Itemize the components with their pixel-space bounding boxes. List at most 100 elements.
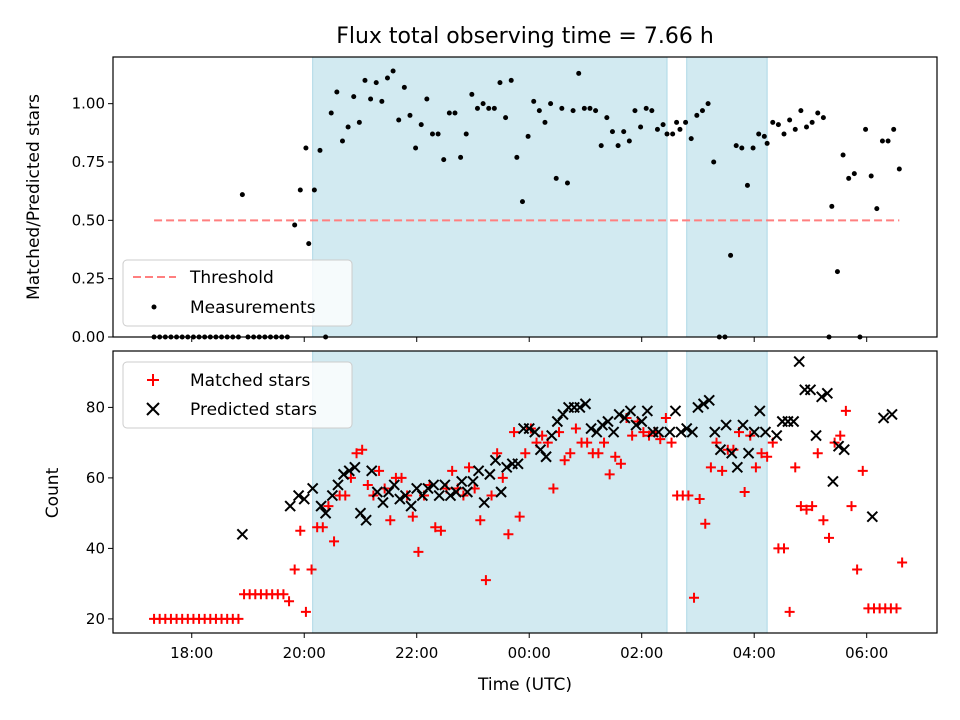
predicted-star-point (636, 415, 648, 428)
predicted-star-point (326, 489, 339, 502)
threshold-legend-label: Threshold (189, 268, 274, 288)
matched-star-point (509, 427, 520, 438)
measurement-point (874, 206, 880, 212)
measurement-point (891, 126, 897, 132)
matched-star-point (610, 451, 621, 462)
predicted-star-point (787, 415, 800, 428)
measurement-point (815, 110, 821, 116)
measurement-point (559, 105, 565, 111)
measurement-point (334, 89, 340, 95)
matched-star-point (385, 515, 396, 526)
bottom-observing-windows (312, 350, 768, 634)
measurements-legend-swatch (151, 304, 157, 310)
predicted-star-point (770, 429, 783, 442)
predicted-star-point (546, 429, 558, 442)
measurement-point (345, 124, 351, 130)
measurement-point (885, 138, 891, 144)
predicted-star-point (591, 426, 603, 438)
predicted-star-point (472, 465, 485, 477)
x-tick-label: 18:00 (170, 644, 213, 662)
matched-star-point (548, 483, 559, 494)
measurement-point (626, 138, 632, 144)
predicted-star-point (529, 426, 541, 438)
predicted-star-point (815, 391, 828, 403)
predicted-star-point (737, 419, 749, 431)
predicted-star-point (349, 461, 361, 474)
matched-star-point (846, 501, 857, 512)
predicted-star-point (489, 454, 502, 466)
predicted-star-point (759, 426, 772, 438)
matched-star-point (835, 430, 846, 441)
matched-star-point (475, 515, 486, 526)
matched-star-point (570, 423, 581, 434)
x-tick-label: 02:00 (620, 644, 663, 662)
measurement-point (699, 108, 705, 114)
predicted-legend-label: Predicted stars (190, 400, 317, 420)
predicted-star-point (793, 355, 805, 368)
measurement-point (570, 108, 576, 114)
measurement-point (705, 101, 711, 107)
measurement-point (474, 105, 480, 111)
matched-star-point (857, 465, 868, 476)
matched-star-point (514, 511, 525, 522)
predicted-star-point (886, 408, 898, 421)
x-axis-label: Time (UTC) (477, 675, 572, 695)
measurement-point (820, 115, 826, 121)
predicted-star-point (692, 401, 704, 414)
measurement-point (787, 117, 793, 123)
predicted-star-point (450, 486, 462, 498)
predicted-stars-points (236, 355, 898, 541)
bottom-legend-box (122, 361, 353, 429)
matched-star-point (396, 472, 407, 483)
matched-star-point (413, 546, 424, 557)
matched-star-point (762, 451, 773, 462)
measurement-point (514, 154, 520, 160)
top-legend: Threshold Measurements (122, 259, 353, 327)
matched-star-point (627, 430, 638, 441)
bottom-panel: 20 40 60 80 18:00 20:00 22:00 00:00 02:00 04:00 0… (43, 350, 938, 695)
chart-title: Flux total observing time = 7.66 h (336, 24, 714, 49)
matched-star-point (289, 564, 300, 575)
measurement-point (401, 84, 407, 90)
matched-star-point (582, 437, 593, 448)
predicted-star-point (284, 500, 296, 512)
y-tick-label: 40 (86, 539, 105, 557)
bottom-axes-frame (112, 350, 938, 634)
matched-star-point (897, 557, 908, 568)
predicted-star-point (725, 447, 738, 459)
measurement-point (744, 182, 750, 188)
matched-star-point (407, 511, 418, 522)
predicted-star-point (394, 493, 406, 505)
predicted-star-point (467, 475, 479, 488)
predicted-star-point (236, 528, 249, 541)
matched-star-point (374, 465, 385, 476)
matched-star-point (840, 405, 851, 416)
matched-star-point (278, 589, 289, 600)
measurement-point (733, 143, 739, 149)
observing-window-0 (312, 56, 668, 338)
y-tick-label: 1.00 (72, 95, 105, 113)
predicted-star-point (495, 486, 507, 498)
predicted-star-point (596, 419, 609, 431)
measurement-point (497, 80, 503, 86)
top-axes-frame (112, 56, 938, 338)
predicted-star-point (422, 482, 434, 495)
predicted-star-point (366, 465, 378, 477)
top-x-ticks (191, 337, 868, 342)
y-tick-label: 0.25 (72, 270, 105, 288)
measurement-point (674, 119, 680, 125)
measurement-point (761, 133, 767, 139)
matched-star-point (599, 437, 610, 448)
predicted-star-point (613, 408, 625, 421)
x-tick-label: 04:00 (733, 644, 776, 662)
measurement-point (711, 159, 717, 165)
predicted-star-point (512, 458, 524, 470)
predicted-star-point (501, 461, 513, 474)
y-tick-label: 80 (86, 398, 105, 416)
matched-star-point (615, 458, 626, 469)
measurement-point (764, 140, 770, 146)
matched-star-point (520, 448, 531, 459)
predicted-star-point (703, 394, 715, 407)
predicted-star-point (630, 419, 642, 431)
